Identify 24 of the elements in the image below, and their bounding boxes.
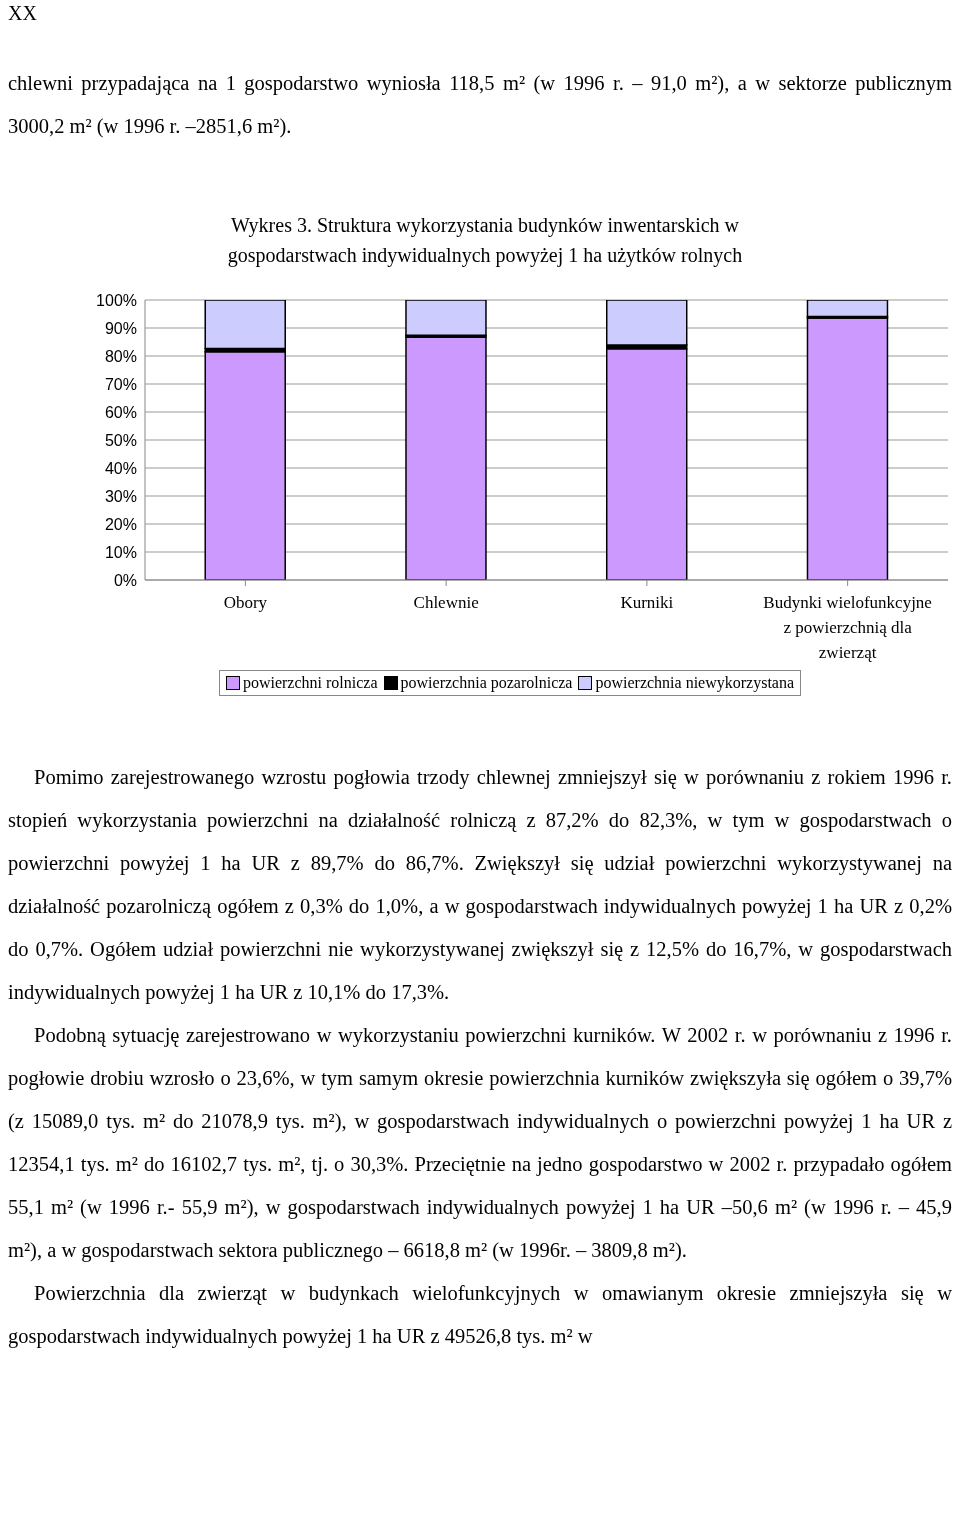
text: Powierzchnia dla zwierząt w budynkach wielofunkcyjnych w omawianym okresie zmniejszyła się w gospodarstwach indywidualnych powyżej 1 ha UR z 49526,8 tys. m² w (8, 1281, 952, 1350)
y-tick-label: 60% (104, 403, 137, 421)
y-tick-label: 40% (104, 459, 137, 477)
text: Podobną sytuację zarejestrowano w wykorzystaniu powierzchni kurników. W 2002 r. w porównaniu z 1996 r. pogłowie drobiu wzrosło o 23,6%, w tym samym okresie powierzchnia kurników zwiększyła się ogółem o 39,7% (z 15089,0 tys. m² do 21078,9 tys. m²), w gospodarstwach indywidualnych o powierzchni powyżej 1 ha UR z 12354,1 tys. m² do 16102,7 tys. m², tj. o 30,3%. Przeciętnie na jedno gospodarstwo w 2002 r. przypadało ogółem 55,1 m² (w 1996 r.- 55,9 m²), w gospodarstwach indywidualnych powyżej 1 ha UR –50,6 m² (w 1996 r. – 45,9 m²), a w gospodarstwach sektora publicznego – 6618,8 m² (w 1996r. – 3809,8 m²). (8, 1023, 952, 1264)
y-tick-label: 0% (113, 571, 137, 589)
text: chlewni przypadająca na 1 gospodarstwo wyniosła 118,5 m² (w 1996 r. – 91,0 m²), a w sektorze publicznym 3000,2 m² (w 1996 r. –2851,6 m²). (8, 71, 952, 140)
text: XX (8, 2, 38, 26)
text: Pomimo zarejestrowanego wzrostu pogłowia trzody chlewnej zmniejszył się w porównaniu z rokiem 1996 r. stopień wykorzystania powierzchni na działalność rolniczą z 87,2% do 82,3%, w tym w gospodarstwach o powierzchni powyżej 1 ha UR z 89,7% do 86,7%. Zwiększył się udział powierzchni wykorzystywanej na działalność pozarolniczą ogółem z 0,3% do 1,0%, a w gospodarstwach indywidualnych powyżej 1 ha UR z 0,2% do 0,7%. Ogółem udział powierzchni nie wykorzystywanej zwiększył się z 12,5% do 16,7%, w gospodarstwach indywidualnych powyżej 1 ha UR z 10,1% do 17,3%. (8, 765, 952, 1006)
legend-label: powierzchni rolnicza (242, 674, 378, 692)
x-tick-label: Budynki wielofunkcyjne z powierzchnią dla zwierząt (763, 593, 932, 662)
y-tick-label: 90% (104, 319, 137, 337)
y-tick-label: 20% (104, 515, 137, 533)
y-tick-label: 50% (104, 431, 137, 449)
chart-title: Wykres 3. Struktura wykorzystania budynków inwentarskich w gospodarstwach indywidualnych powyżej 1 ha użytków rolnych (226, 213, 744, 269)
legend-label: powierzchnia pozarolnicza (400, 674, 573, 692)
y-tick-label: 10% (104, 543, 137, 561)
legend-label: powierzchnia niewykorzystana (595, 674, 795, 692)
y-tick-label: 100% (96, 291, 137, 309)
y-tick-label: 80% (104, 347, 137, 365)
y-tick-label: 30% (104, 487, 137, 505)
x-tick-label: Kurniki (620, 593, 674, 612)
x-tick-label: Chlewnie (413, 593, 479, 612)
x-tick-label: Obory (223, 593, 268, 612)
y-tick-label: 70% (104, 375, 137, 393)
